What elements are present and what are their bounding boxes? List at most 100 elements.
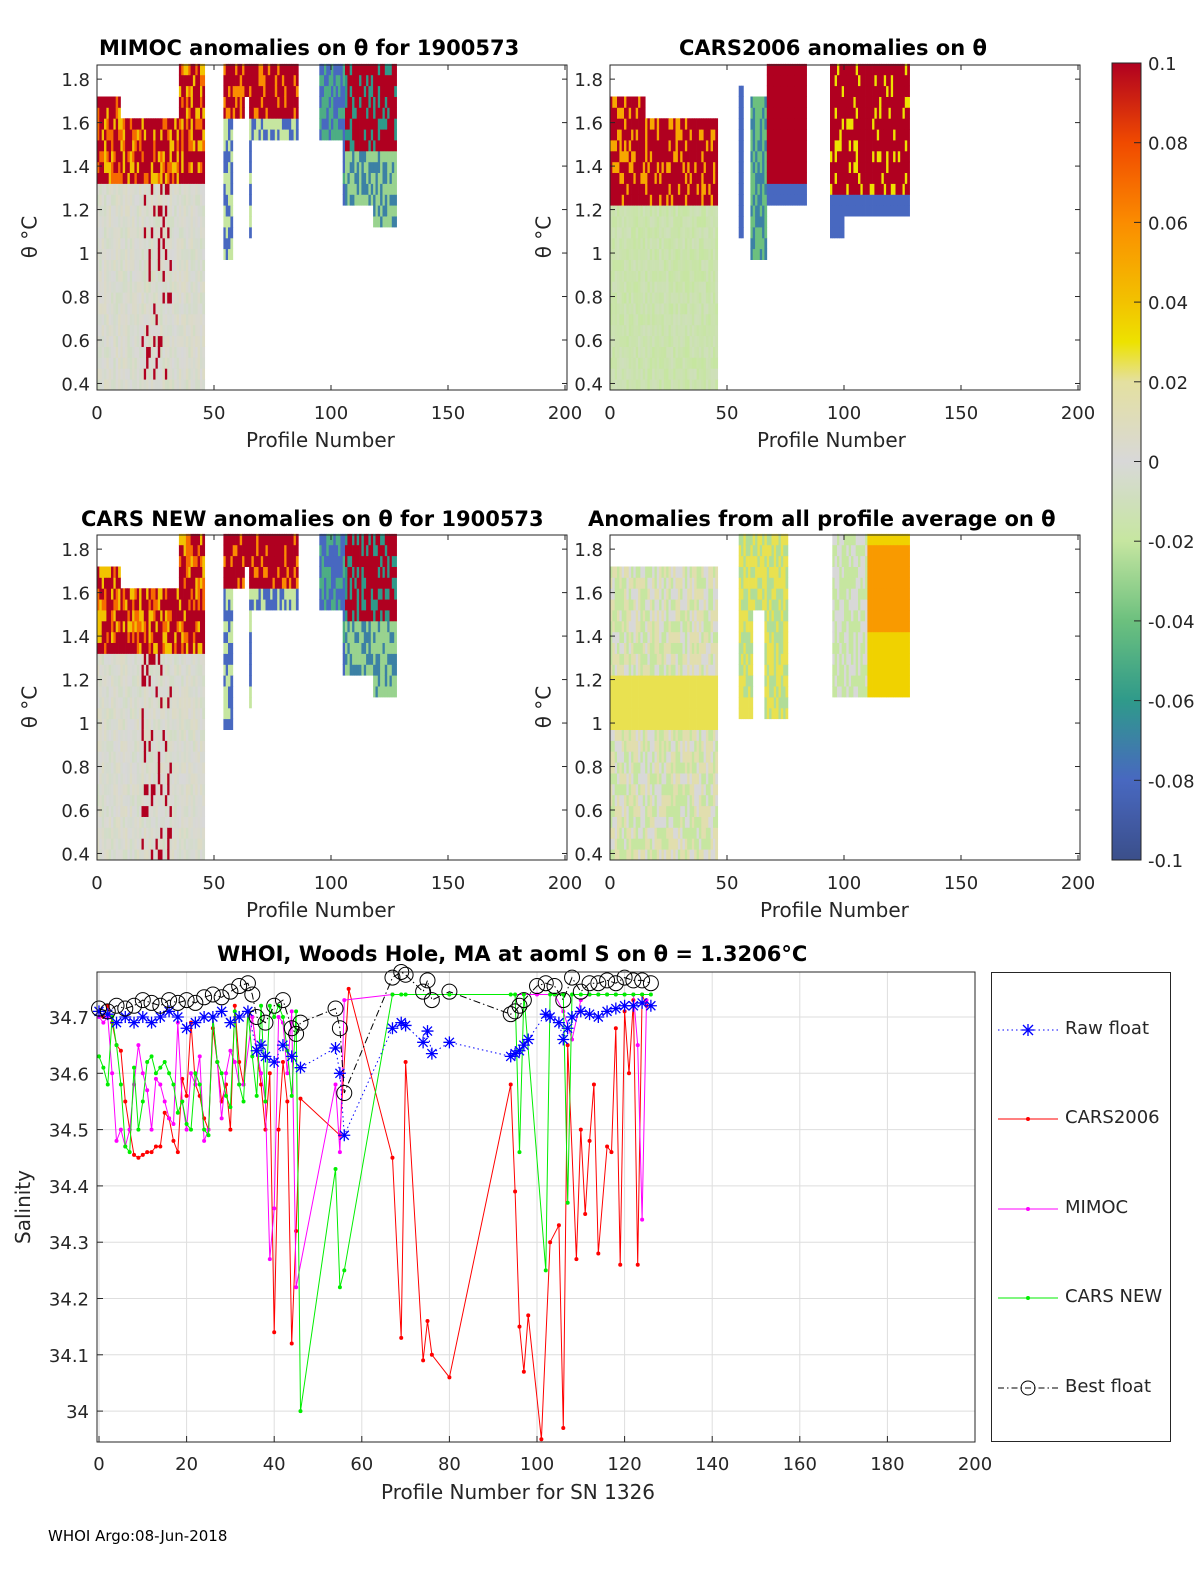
heatmap-cell (335, 118, 339, 130)
heatmap-cell (862, 96, 866, 108)
heatmap-cell (200, 248, 203, 260)
heatmap-cell (347, 63, 351, 76)
heatmap-cell (841, 205, 845, 217)
heatmap-cell (185, 324, 189, 337)
heatmap-cell (883, 172, 887, 184)
heatmap-cell (181, 849, 184, 861)
heatmap-cell (865, 194, 868, 206)
heatmap-cell (628, 281, 632, 293)
heatmap-cell (164, 118, 168, 130)
heatmap-cell (785, 129, 789, 141)
heatmap-cell (136, 707, 140, 720)
heatmap-cell (661, 346, 665, 358)
heatmap-cell (626, 324, 630, 337)
heatmap-cell (652, 183, 655, 195)
heatmap-cell (127, 773, 131, 785)
heatmap-cell (670, 118, 674, 130)
heatmap-cell (696, 248, 700, 260)
heatmap-cell (174, 346, 177, 358)
heatmap-cell (359, 74, 362, 87)
heatmap-cell (118, 270, 121, 282)
heatmap-cell (171, 783, 175, 796)
heatmap-cell (129, 849, 133, 861)
heatmap-cell (696, 324, 700, 337)
heatmap-cell (663, 281, 667, 293)
heatmap-cell (645, 216, 648, 228)
heatmap-cell (783, 194, 786, 206)
heatmap-cell (638, 205, 641, 217)
heatmap-cell (178, 794, 182, 807)
heatmap-cell (134, 686, 138, 698)
heatmap-cell (171, 620, 175, 633)
heatmap-cell (97, 194, 100, 206)
heatmap-cell (108, 783, 112, 796)
heatmap-cell (391, 172, 395, 184)
heatmap-cell (902, 118, 906, 130)
heatmap-cell (619, 357, 623, 369)
heatmap-cell (328, 74, 332, 87)
heatmap-cell (132, 227, 135, 239)
heatmap-cell (242, 63, 245, 76)
heatmap-cell (232, 74, 236, 87)
heatmap-cell (200, 194, 203, 206)
heatmap-cell (382, 96, 386, 108)
heatmap-cell (673, 292, 676, 304)
heatmap-cell (223, 107, 227, 119)
heatmap-cell (153, 357, 156, 369)
heatmap-cell (680, 379, 683, 391)
heatmap-cell (610, 379, 613, 391)
heatmap-cell (895, 63, 899, 76)
heatmap-cell (176, 335, 180, 347)
heatmap-cell (832, 129, 836, 141)
heatmap-cell (146, 588, 149, 600)
heatmap-cell (621, 303, 625, 315)
heatmap-cell (99, 620, 103, 633)
heatmap-cell (157, 653, 161, 665)
heatmap-cell (185, 335, 189, 347)
heatmap-cell (837, 205, 840, 217)
heatmap-cell (682, 129, 686, 141)
heatmap-cell (713, 259, 716, 271)
heatmap-cell (146, 183, 149, 195)
heatmap-cell (115, 762, 119, 774)
heatmap-cell (181, 379, 184, 391)
heatmap-cell (120, 161, 124, 173)
heatmap-cell (375, 194, 379, 206)
heatmap-cell (183, 74, 187, 87)
heatmap-cell (132, 357, 135, 369)
heatmap-cell (155, 140, 159, 152)
heatmap-cell (181, 620, 184, 633)
heatmap-cell (104, 205, 107, 217)
heatmap-cell (139, 172, 142, 184)
heatmap-cell (356, 140, 360, 152)
heatmap-cell (132, 205, 135, 217)
heatmap-cell (394, 63, 397, 76)
heatmap-cell (841, 227, 845, 239)
heatmap-cell (373, 150, 376, 163)
heatmap-cell (790, 183, 793, 195)
heatmap-cell (155, 827, 159, 839)
heatmap-cell (698, 205, 702, 217)
heatmap-cell (797, 85, 800, 97)
heatmap-cell (785, 150, 789, 163)
heatmap-cell (136, 664, 140, 676)
heatmap-cell (118, 324, 121, 337)
heatmap-cell (127, 631, 131, 643)
heatmap-cell (698, 259, 702, 271)
heatmap-cell (169, 816, 173, 828)
heatmap-cell (146, 653, 149, 665)
heatmap-cell (684, 379, 688, 391)
heatmap-cell (132, 675, 135, 687)
heatmap-cell (99, 707, 103, 720)
heatmap-cell (295, 63, 299, 76)
heatmap-cell (902, 85, 906, 97)
heatmap-cell (174, 281, 177, 293)
heatmap-cell (97, 129, 100, 141)
heatmap-cell (876, 96, 880, 108)
heatmap-cell (710, 129, 714, 141)
heatmap-cell (197, 150, 201, 163)
heatmap-cell (888, 63, 892, 76)
heatmap-cell (895, 74, 899, 87)
heatmap-cell (134, 357, 138, 369)
heatmap-cell (659, 237, 662, 250)
